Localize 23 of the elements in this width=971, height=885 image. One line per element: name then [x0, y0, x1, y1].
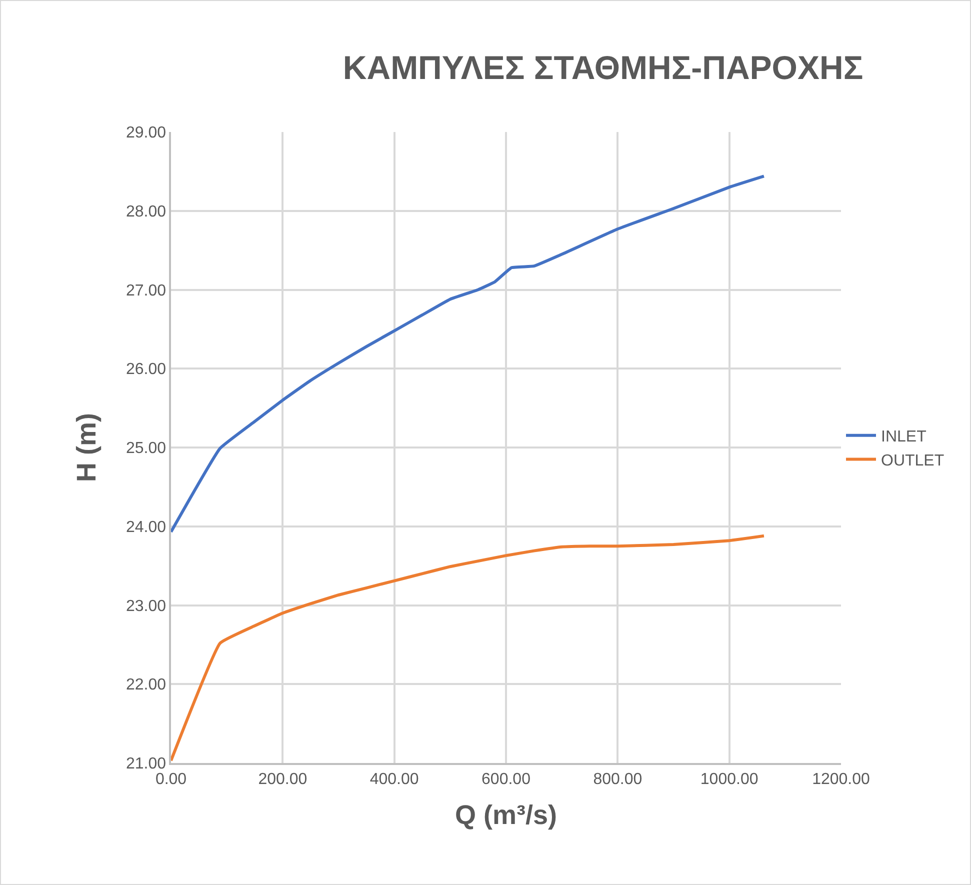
y-tick-label: 29.00	[126, 124, 166, 142]
x-axis-title: Q (m³/s)	[454, 800, 558, 830]
legend-label: OUTLET	[881, 452, 944, 470]
x-tick-label: 0.00	[155, 770, 187, 788]
legend-label: INLET	[881, 428, 927, 446]
x-tick-label: 800.00	[593, 770, 642, 788]
line-series	[171, 174, 766, 534]
y-tick-label: 27.00	[126, 282, 166, 300]
x-tick-label: 600.00	[482, 770, 531, 788]
y-tick-label: 24.00	[126, 518, 166, 536]
y-tick-label: 25.00	[126, 440, 166, 458]
chart-title: ΚΑΜΠΥΛΕΣ ΣΤΑΘΜΗΣ-ΠΑΡΟΧΗΣ	[342, 48, 864, 86]
y-tick-label: 28.00	[126, 203, 166, 220]
y-axis-title: H (m)	[72, 413, 102, 482]
y-tick-label: 26.00	[126, 361, 166, 378]
line-series	[171, 534, 766, 762]
y-tick-label: 21.00	[126, 756, 166, 773]
y-tick-label: 22.00	[126, 676, 166, 694]
x-tick-label: 200.00	[258, 770, 308, 788]
x-tick-label: 1000.00	[700, 770, 758, 788]
y-tick-label: 23.00	[126, 598, 166, 615]
x-tick-label: 400.00	[370, 770, 419, 788]
x-tick-label: 1200.00	[812, 770, 870, 788]
